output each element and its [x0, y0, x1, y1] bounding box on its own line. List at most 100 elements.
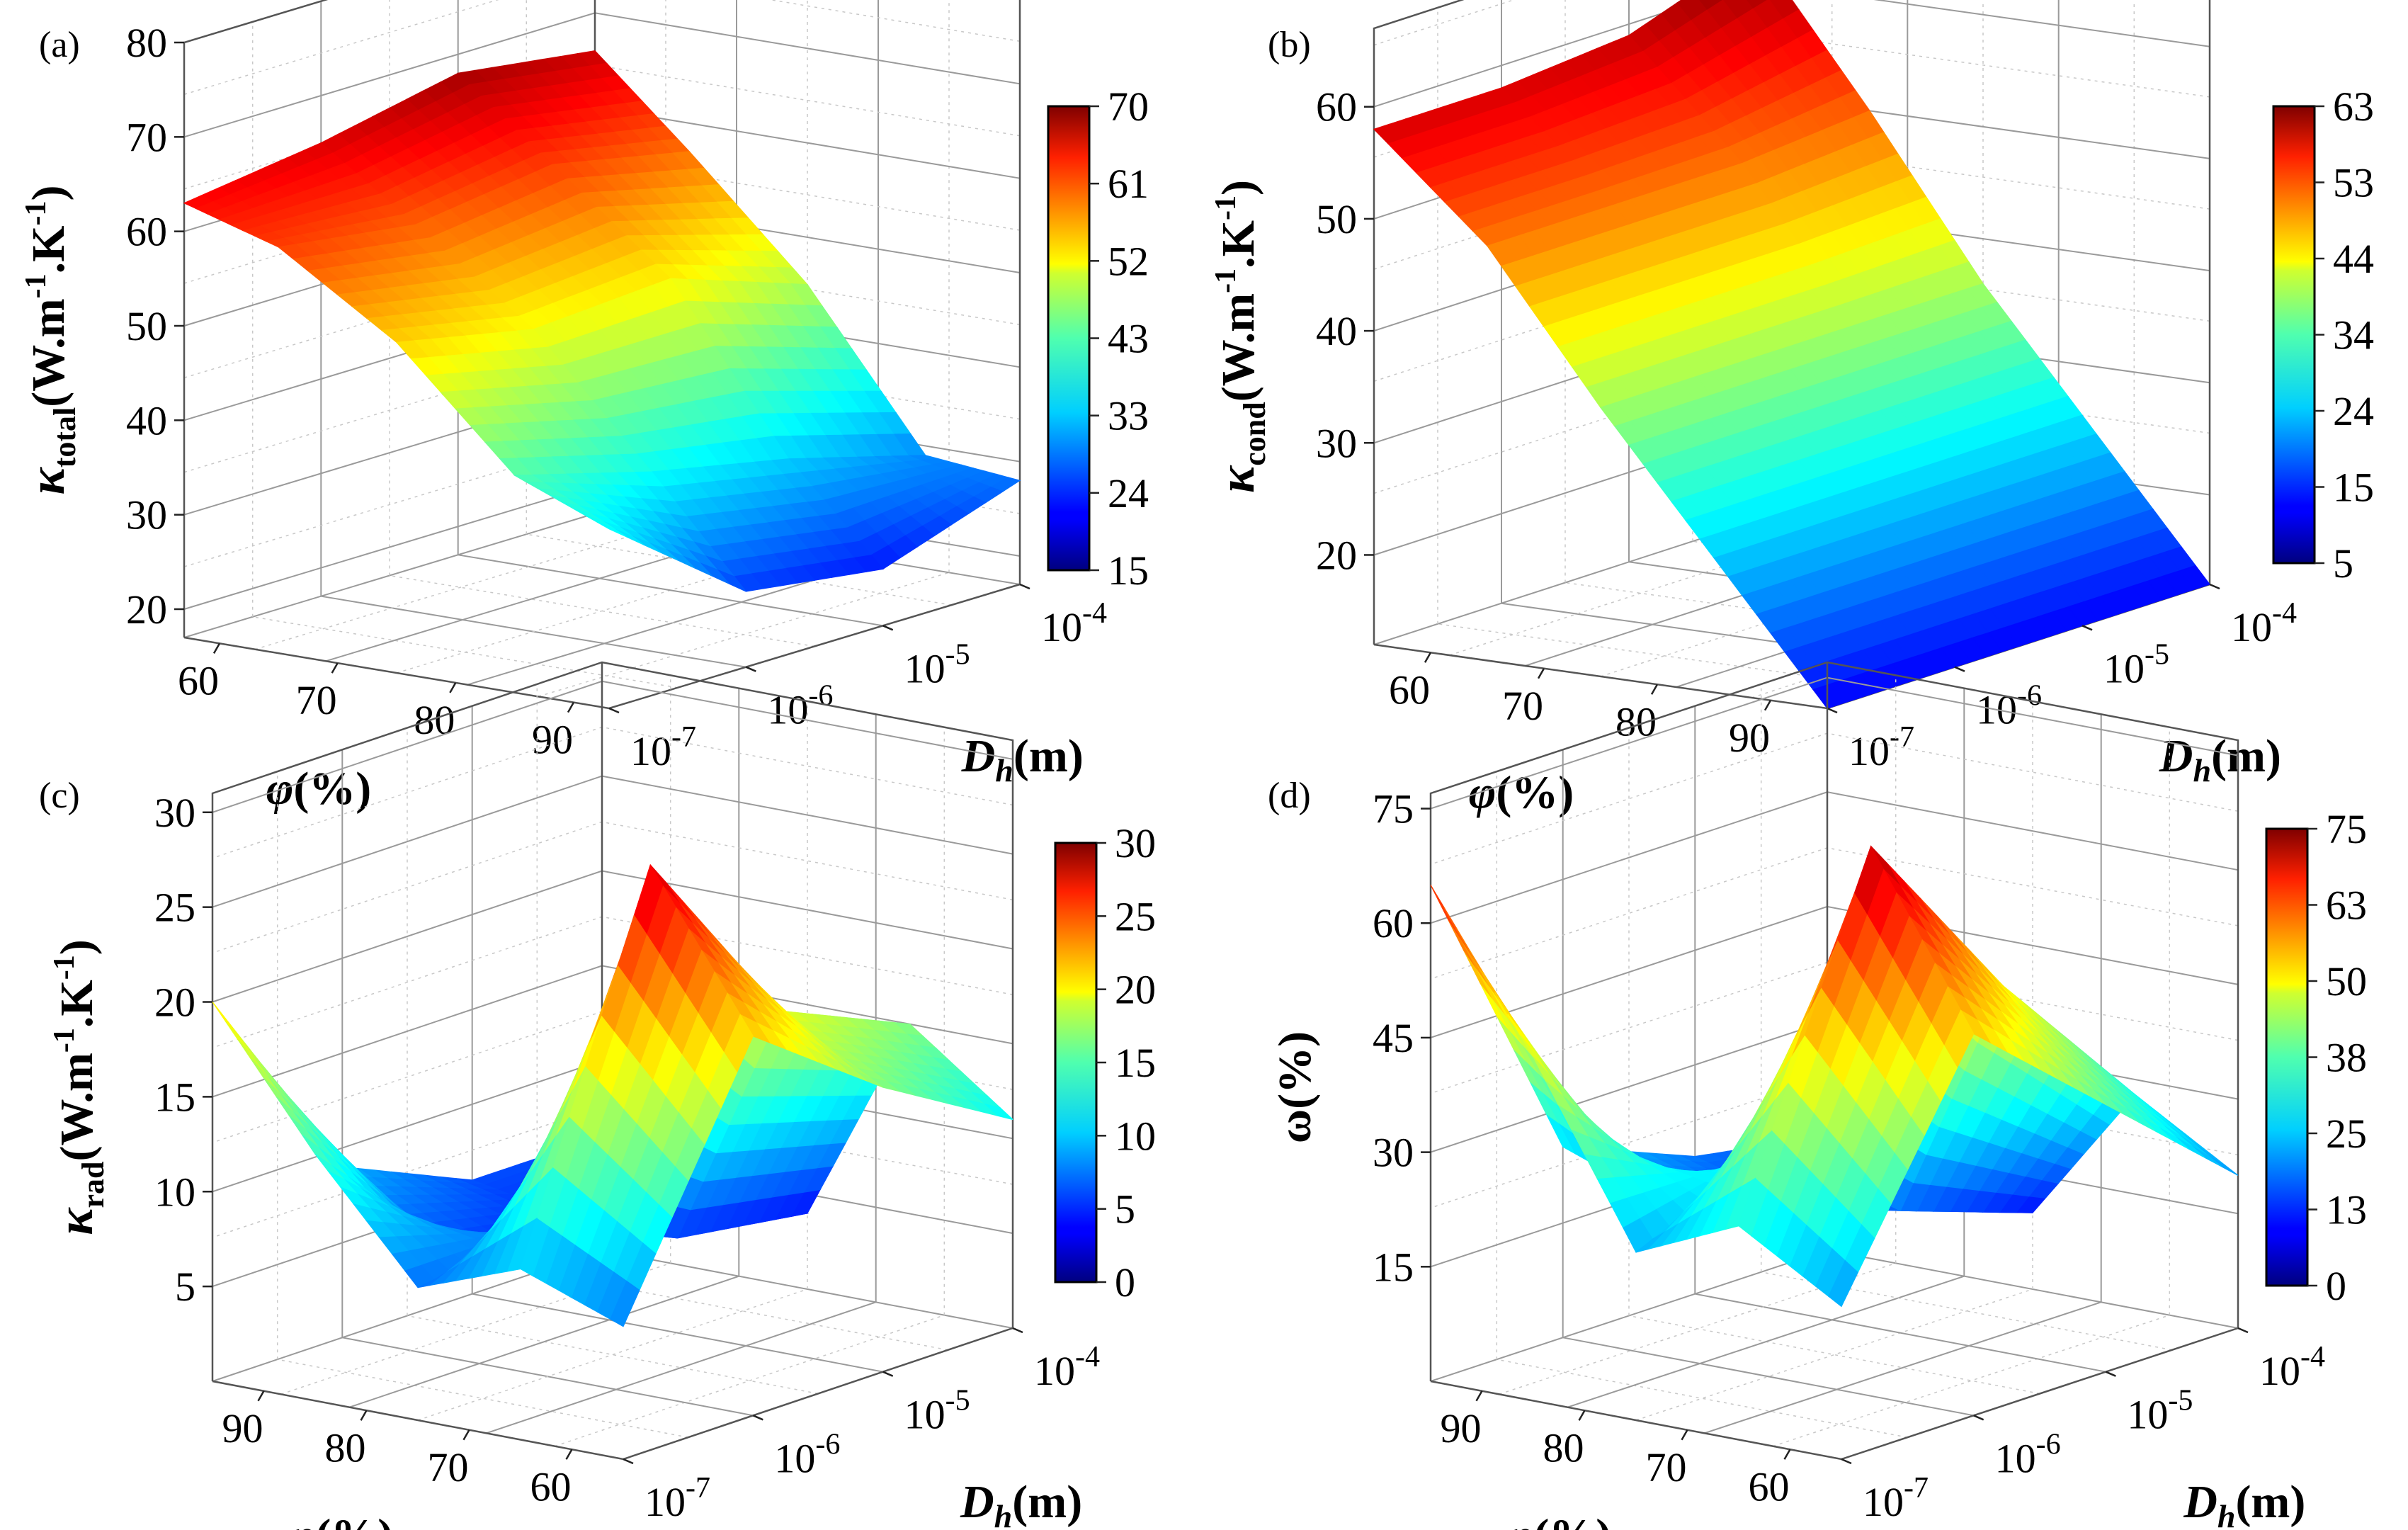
dh-axis: 10-710-610-510-4Dh(m): [1841, 1327, 2325, 1530]
dh-tick-base: 10: [2127, 1392, 2168, 1438]
z-title-sym: κ: [18, 466, 75, 494]
floor-grid-line: [1635, 1288, 2033, 1421]
dh-tick-exp: -7: [1904, 1472, 1929, 1504]
phi-tick-mark: [462, 1429, 470, 1441]
dh-axis-title: Dh(m): [960, 1476, 1082, 1530]
phi-tick-label: 80: [1543, 1424, 1584, 1470]
box-outline: [183, 0, 1021, 638]
dh-tick-exp: -7: [671, 721, 696, 754]
z-title-sub: rad: [76, 1162, 110, 1208]
dh-tick-mark: [752, 1415, 763, 1421]
phi-unit: (%): [315, 1510, 393, 1530]
colorbar-tick-label: 53: [2333, 160, 2374, 206]
phi-tick-mark: [1578, 1410, 1586, 1421]
floor-grid-line: [252, 616, 678, 688]
dh-tick-label: 10-6: [767, 680, 833, 733]
floor-grid-line: [486, 1301, 877, 1434]
z-grid-minor: [183, 253, 1021, 379]
z-axis: 5 10 15 20 25 30: [154, 790, 212, 1310]
dh-tick-mark: [1827, 707, 1838, 714]
z-title-sup1: -1: [48, 1028, 81, 1053]
surface-patch: [2208, 1155, 2239, 1176]
dh-tick-base: 10: [767, 687, 808, 733]
colorbar-tick-label: 52: [1108, 238, 1149, 284]
dh-tick-label: 10-4: [1041, 597, 1107, 650]
colorbar-tick-label: 50: [2326, 958, 2367, 1004]
dh-tick-label: 10-7: [1863, 1472, 1929, 1525]
z-title-sup2: -1: [20, 201, 52, 226]
floor-grid-line: [1773, 1314, 2170, 1447]
colorbar-tick-label: 25: [1115, 893, 1156, 939]
dh-tick-mark: [1012, 1327, 1023, 1334]
floor-grid-line: [1497, 1359, 1908, 1438]
surface-patch: [254, 1058, 284, 1094]
dh-tick-exp: -6: [2036, 1428, 2061, 1461]
floor-grid-line: [417, 1288, 808, 1421]
dh-tick-base: 10: [1041, 604, 1082, 650]
panel-label: (d): [1268, 776, 1311, 816]
panel-label: (b): [1268, 25, 1311, 65]
z-tick-label: 20: [154, 980, 195, 1026]
colorbar-tick-label: 43: [1108, 316, 1149, 362]
z-title-unit: (W.m: [51, 1053, 103, 1161]
phi-tick-mark: [331, 662, 339, 674]
z-grid-line: [183, 0, 328, 43]
z-tick-label: 50: [126, 303, 167, 349]
dh-tick-label: 10-4: [2259, 1341, 2325, 1394]
phi-tick-mark: [449, 682, 457, 693]
dh-tick-base: 10: [630, 728, 671, 774]
dh-tick-mark: [2237, 1327, 2249, 1334]
dh-symbol: D: [961, 730, 996, 782]
z-axis-title: κcond(W.m-1.K-1): [1208, 180, 1272, 493]
dh-tick-mark: [1019, 583, 1030, 590]
z-tick-label: 30: [154, 790, 195, 836]
z-title-sub: total: [47, 407, 82, 468]
colorbar-scale: [1047, 105, 1091, 572]
floor-grid-line: [277, 1359, 688, 1438]
surface-patch: [250, 1058, 280, 1094]
dh-tick-base: 10: [774, 1435, 815, 1481]
floor-grid-line: [348, 1275, 739, 1408]
dh-unit: (m): [2211, 730, 2281, 782]
dh-tick-label: 10-7: [644, 1472, 710, 1525]
z-tick-label: 75: [1373, 786, 1414, 832]
colorbar-tick-label: 25: [2326, 1111, 2367, 1157]
panel-c: 5101520253090807060φ(%)10-710-610-510-4D…: [39, 661, 1156, 1530]
floor-grid-line: [325, 536, 737, 662]
dh-subscript: h: [994, 1498, 1013, 1530]
phi-tick-label: 60: [530, 1463, 572, 1509]
dh-tick-exp: -7: [686, 1472, 710, 1504]
phi-symbol: φ: [1469, 767, 1497, 819]
dh-tick-label: 10-5: [2127, 1385, 2193, 1438]
phi-tick-label: 70: [296, 677, 337, 723]
colorbar-scale: [2272, 105, 2316, 565]
dh-tick-mark: [1973, 1415, 1984, 1421]
dh-tick-base: 10: [1863, 1479, 1904, 1525]
phi-axis: 90 80 70 60 φ(%): [1441, 1390, 1791, 1530]
dh-tick-base: 10: [904, 645, 945, 691]
z-tick-label: 30: [126, 492, 167, 538]
dh-tick-label: 10-4: [1034, 1341, 1100, 1394]
phi-symbol: φ: [288, 1510, 316, 1530]
dh-tick-mark: [882, 625, 894, 631]
phi-axis: 60 70 80 90φ(%): [1389, 652, 1772, 819]
surface: [1430, 845, 2239, 1308]
floor-grid-line: [1704, 1301, 2102, 1434]
dh-tick-base: 10: [644, 1479, 686, 1525]
z-tick-label: 15: [1373, 1244, 1414, 1290]
surface: [1373, 0, 2210, 709]
colorbar-tick-label: 61: [1108, 161, 1149, 207]
dh-tick-label: 10-5: [904, 638, 970, 691]
dh-tick-mark: [623, 1458, 634, 1465]
phi-tick-mark: [567, 702, 575, 713]
z-grid-minor: [183, 0, 1021, 96]
phi-tick-mark: [1650, 684, 1659, 695]
surface-patch: [263, 1077, 293, 1113]
phi-tick-label: 90: [1441, 1405, 1482, 1451]
floor-grid-line: [1567, 1275, 1965, 1408]
phi-tick-mark: [257, 1390, 265, 1402]
z-title-unit: (W.m: [23, 298, 74, 407]
phi-tick-mark: [1475, 1390, 1483, 1402]
floor-grid-line: [1437, 623, 1892, 688]
colorbar-tick-label: 20: [1115, 967, 1156, 1013]
